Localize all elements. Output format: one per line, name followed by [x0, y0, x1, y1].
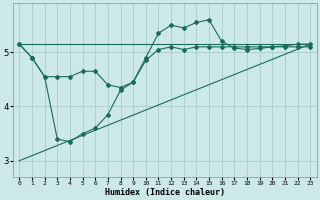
X-axis label: Humidex (Indice chaleur): Humidex (Indice chaleur) [105, 188, 225, 197]
